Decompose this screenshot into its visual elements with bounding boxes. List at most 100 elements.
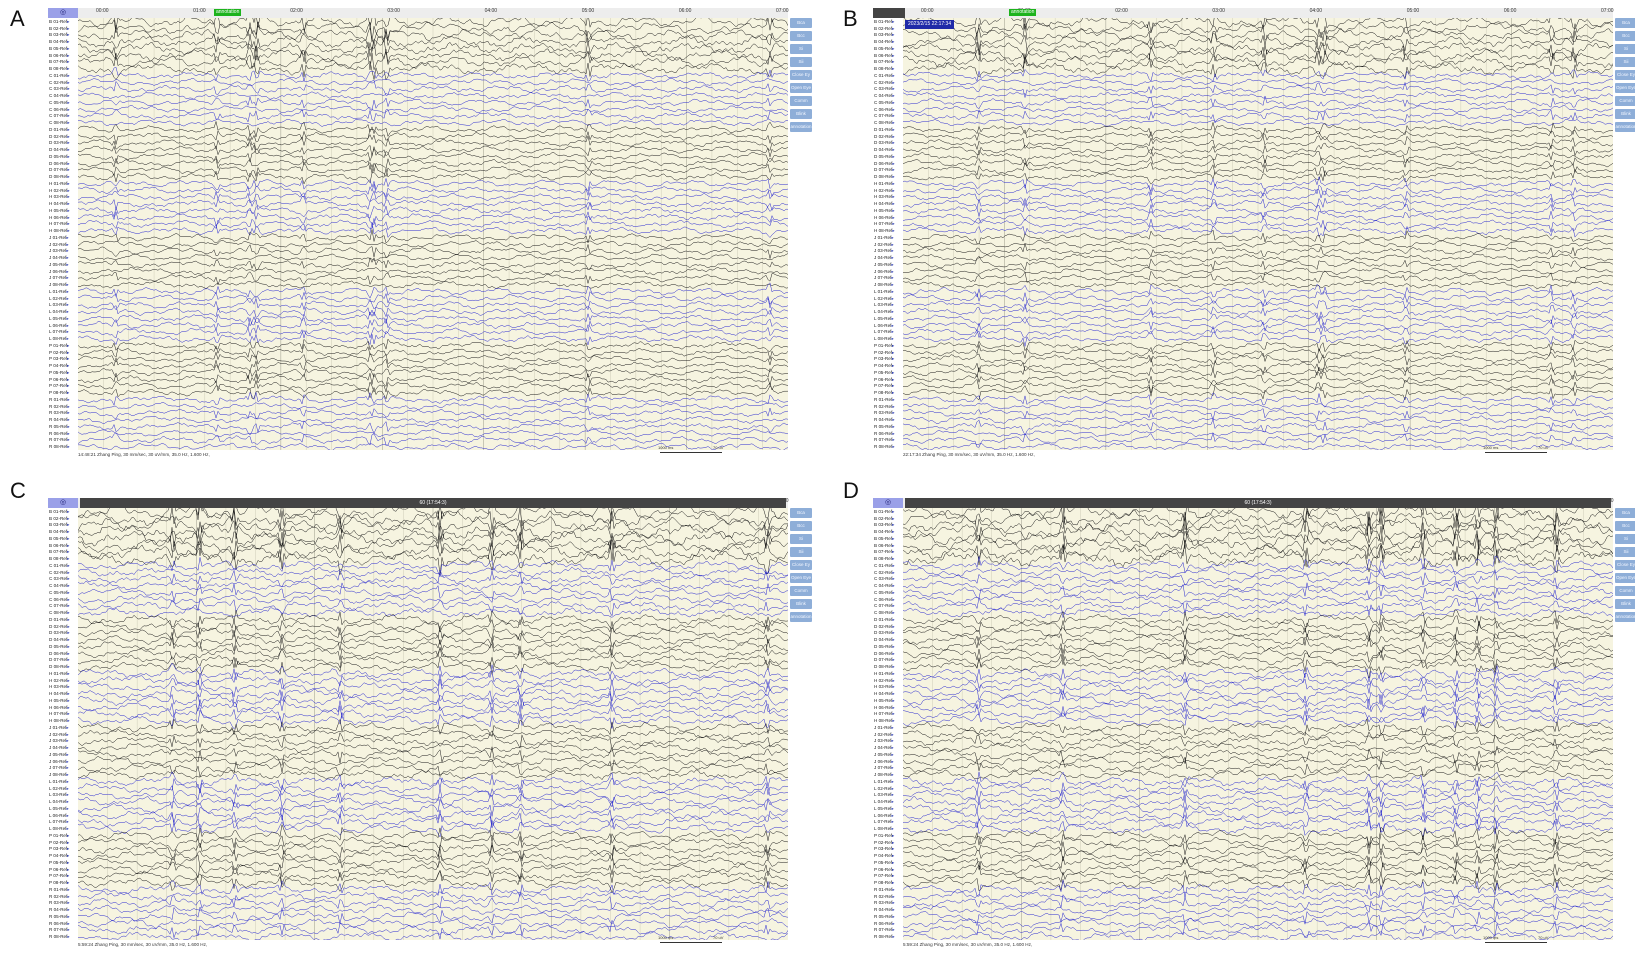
channel-label[interactable]: L 05-Ref▸ — [874, 806, 894, 811]
channel-label[interactable]: H 04-Ref▸ — [874, 691, 895, 696]
channel-label[interactable]: P 08-Ref▸ — [874, 880, 894, 885]
channel-label[interactable]: D 07-Ref▸ — [874, 167, 895, 172]
channel-label[interactable]: J 07-Ref▸ — [49, 765, 69, 770]
channel-label[interactable]: H 05-Ref▸ — [874, 698, 895, 703]
channel-label[interactable]: J 01-Ref▸ — [874, 725, 894, 730]
channel-label[interactable]: H 02-Ref▸ — [874, 188, 895, 193]
channel-label[interactable]: P 07-Ref▸ — [49, 873, 69, 878]
channel-label[interactable]: J 01-Ref▸ — [874, 235, 894, 240]
channel-label[interactable]: L 03-Ref▸ — [874, 792, 894, 797]
channel-label[interactable]: B 02-Ref▸ — [49, 516, 69, 521]
channel-label[interactable]: C 08-Ref▸ — [49, 120, 70, 125]
channel-label[interactable]: H 05-Ref▸ — [49, 208, 70, 213]
channel-label[interactable]: R 06-Ref▸ — [49, 431, 70, 436]
event-button[interactable]: Bcc — [790, 31, 812, 41]
channel-label[interactable]: P 08-Ref▸ — [874, 390, 894, 395]
channel-label[interactable]: B 07-Ref▸ — [874, 549, 894, 554]
channel-label[interactable]: J 06-Ref▸ — [49, 759, 69, 764]
event-button[interactable]: Blink — [1615, 109, 1635, 119]
channel-label[interactable]: B 08-Ref▸ — [874, 66, 894, 71]
segment-bar[interactable] — [873, 8, 905, 18]
channel-label[interactable]: C 07-Ref▸ — [49, 603, 70, 608]
channel-label[interactable]: H 08-Ref▸ — [49, 228, 70, 233]
channel-label[interactable]: D 05-Ref▸ — [874, 644, 895, 649]
channel-label[interactable]: B 07-Ref▸ — [49, 59, 69, 64]
channel-label[interactable]: P 04-Ref▸ — [49, 363, 69, 368]
channel-label[interactable]: C 01-Ref▸ — [49, 563, 70, 568]
channel-label[interactable]: H 07-Ref▸ — [874, 711, 895, 716]
channel-label[interactable]: H 03-Ref▸ — [874, 194, 895, 199]
channel-label[interactable]: L 01-Ref▸ — [49, 289, 69, 294]
event-button[interactable]: Close Ey — [790, 70, 812, 80]
channel-label[interactable]: D 03-Ref▸ — [874, 140, 895, 145]
channel-label[interactable]: H 07-Ref▸ — [874, 221, 895, 226]
channel-label[interactable]: R 02-Ref▸ — [874, 404, 895, 409]
channel-label[interactable]: R 07-Ref▸ — [49, 437, 70, 442]
channel-label[interactable]: J 06-Ref▸ — [49, 269, 69, 274]
channel-label[interactable]: C 05-Ref▸ — [49, 100, 70, 105]
channel-label[interactable]: D 05-Ref▸ — [874, 154, 895, 159]
event-button[interactable]: annotation — [1615, 612, 1635, 622]
channel-label[interactable]: C 01-Ref▸ — [874, 563, 895, 568]
channel-label[interactable]: P 03-Ref▸ — [874, 356, 894, 361]
channel-label[interactable]: H 08-Ref▸ — [874, 718, 895, 723]
channel-label[interactable]: H 01-Ref▸ — [49, 181, 70, 186]
channel-label[interactable]: J 07-Ref▸ — [874, 275, 894, 280]
channel-label[interactable]: B 07-Ref▸ — [874, 59, 894, 64]
channel-label[interactable]: L 03-Ref▸ — [49, 302, 69, 307]
channel-label[interactable]: L 08-Ref▸ — [874, 336, 894, 341]
channel-label[interactable]: D 06-Ref▸ — [874, 651, 895, 656]
channel-label[interactable]: P 06-Ref▸ — [874, 377, 894, 382]
channel-label[interactable]: P 03-Ref▸ — [874, 846, 894, 851]
event-button[interactable]: Bca — [790, 18, 812, 28]
channel-label[interactable]: C 03-Ref▸ — [874, 86, 895, 91]
channel-label[interactable]: H 08-Ref▸ — [874, 228, 895, 233]
channel-label[interactable]: R 08-Ref▸ — [874, 934, 895, 939]
channel-label[interactable]: D 03-Ref▸ — [49, 630, 70, 635]
channel-label[interactable]: L 02-Ref▸ — [49, 786, 69, 791]
segment-bar[interactable]: 60 (17:54:3) — [80, 498, 786, 508]
channel-label[interactable]: C 05-Ref▸ — [49, 590, 70, 595]
event-button[interactable]: Comm — [790, 586, 812, 596]
channel-label[interactable]: B 04-Ref▸ — [49, 529, 69, 534]
channel-label[interactable]: R 08-Ref▸ — [49, 934, 70, 939]
channel-label[interactable]: C 04-Ref▸ — [874, 93, 895, 98]
channel-label[interactable]: B 05-Ref▸ — [874, 46, 894, 51]
channel-label[interactable]: C 08-Ref▸ — [874, 120, 895, 125]
channel-label[interactable]: P 06-Ref▸ — [49, 867, 69, 872]
channel-label[interactable]: J 03-Ref▸ — [874, 248, 894, 253]
channel-label[interactable]: H 03-Ref▸ — [49, 194, 70, 199]
channel-label[interactable]: R 06-Ref▸ — [49, 921, 70, 926]
channel-label[interactable]: P 03-Ref▸ — [49, 356, 69, 361]
channel-label[interactable]: J 02-Ref▸ — [874, 732, 894, 737]
channel-label[interactable]: P 08-Ref▸ — [49, 880, 69, 885]
channel-label[interactable]: D 04-Ref▸ — [49, 637, 70, 642]
channel-label[interactable]: C 04-Ref▸ — [874, 583, 895, 588]
channel-label[interactable]: C 02-Ref▸ — [49, 570, 70, 575]
channel-label[interactable]: L 04-Ref▸ — [874, 799, 894, 804]
channel-label[interactable]: C 08-Ref▸ — [874, 610, 895, 615]
channel-label[interactable]: D 08-Ref▸ — [49, 664, 70, 669]
channel-label[interactable]: L 03-Ref▸ — [874, 302, 894, 307]
event-button[interactable]: Blink — [790, 109, 812, 119]
channel-label[interactable]: R 08-Ref▸ — [874, 444, 895, 449]
event-button[interactable]: Sii — [790, 57, 812, 67]
channel-label[interactable]: B 01-Ref▸ — [874, 509, 894, 514]
channel-label[interactable]: H 05-Ref▸ — [874, 208, 895, 213]
channel-label[interactable]: R 04-Ref▸ — [874, 417, 895, 422]
event-button[interactable]: Sii — [1615, 57, 1635, 67]
channel-label[interactable]: D 07-Ref▸ — [49, 167, 70, 172]
channel-label[interactable]: P 06-Ref▸ — [874, 867, 894, 872]
channel-label[interactable]: P 05-Ref▸ — [874, 860, 894, 865]
channel-label[interactable]: B 02-Ref▸ — [874, 26, 894, 31]
channel-label[interactable]: J 03-Ref▸ — [49, 738, 69, 743]
channel-label[interactable]: B 03-Ref▸ — [874, 32, 894, 37]
event-button[interactable]: Comm — [790, 96, 812, 106]
channel-label[interactable]: J 06-Ref▸ — [874, 759, 894, 764]
channel-label[interactable]: B 03-Ref▸ — [49, 522, 69, 527]
channel-label[interactable]: R 05-Ref▸ — [49, 914, 70, 919]
channel-label[interactable]: P 01-Ref▸ — [874, 343, 894, 348]
channel-label[interactable]: C 02-Ref▸ — [874, 570, 895, 575]
event-button[interactable]: Si — [790, 44, 812, 54]
channel-label[interactable]: C 02-Ref▸ — [49, 80, 70, 85]
